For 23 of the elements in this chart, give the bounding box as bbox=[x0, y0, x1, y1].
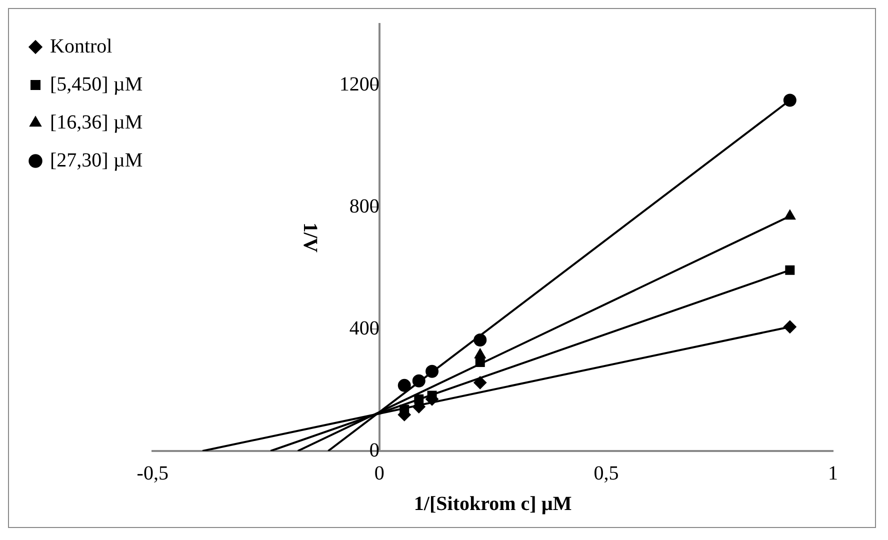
point bbox=[474, 376, 487, 390]
point bbox=[783, 94, 796, 107]
point bbox=[475, 358, 485, 367]
x-axis-title: 1/[Sitokrom c] µM bbox=[414, 493, 572, 516]
x-tick-label: 0,5 bbox=[594, 462, 619, 484]
point bbox=[474, 333, 487, 346]
y-tick-label: 1200 bbox=[339, 73, 380, 96]
point bbox=[783, 320, 796, 334]
y-axis-title: 1/V bbox=[299, 222, 322, 254]
x-tick-label: 1 bbox=[828, 462, 838, 484]
legend-label: Kontrol bbox=[50, 35, 113, 58]
y-tick-label: 800 bbox=[349, 195, 380, 218]
legend-label: [27,30] µM bbox=[50, 149, 143, 172]
point bbox=[412, 374, 426, 388]
legend-label: [5,450] µM bbox=[50, 73, 143, 96]
point bbox=[785, 265, 795, 275]
x-tick-label: -0,5 bbox=[136, 462, 168, 484]
point bbox=[426, 364, 439, 378]
y-tick-label: 400 bbox=[349, 317, 380, 340]
legend-label: [16,36] µM bbox=[50, 111, 143, 134]
point bbox=[398, 378, 411, 392]
y-tick-label: 0 bbox=[369, 439, 380, 462]
point bbox=[784, 210, 796, 220]
